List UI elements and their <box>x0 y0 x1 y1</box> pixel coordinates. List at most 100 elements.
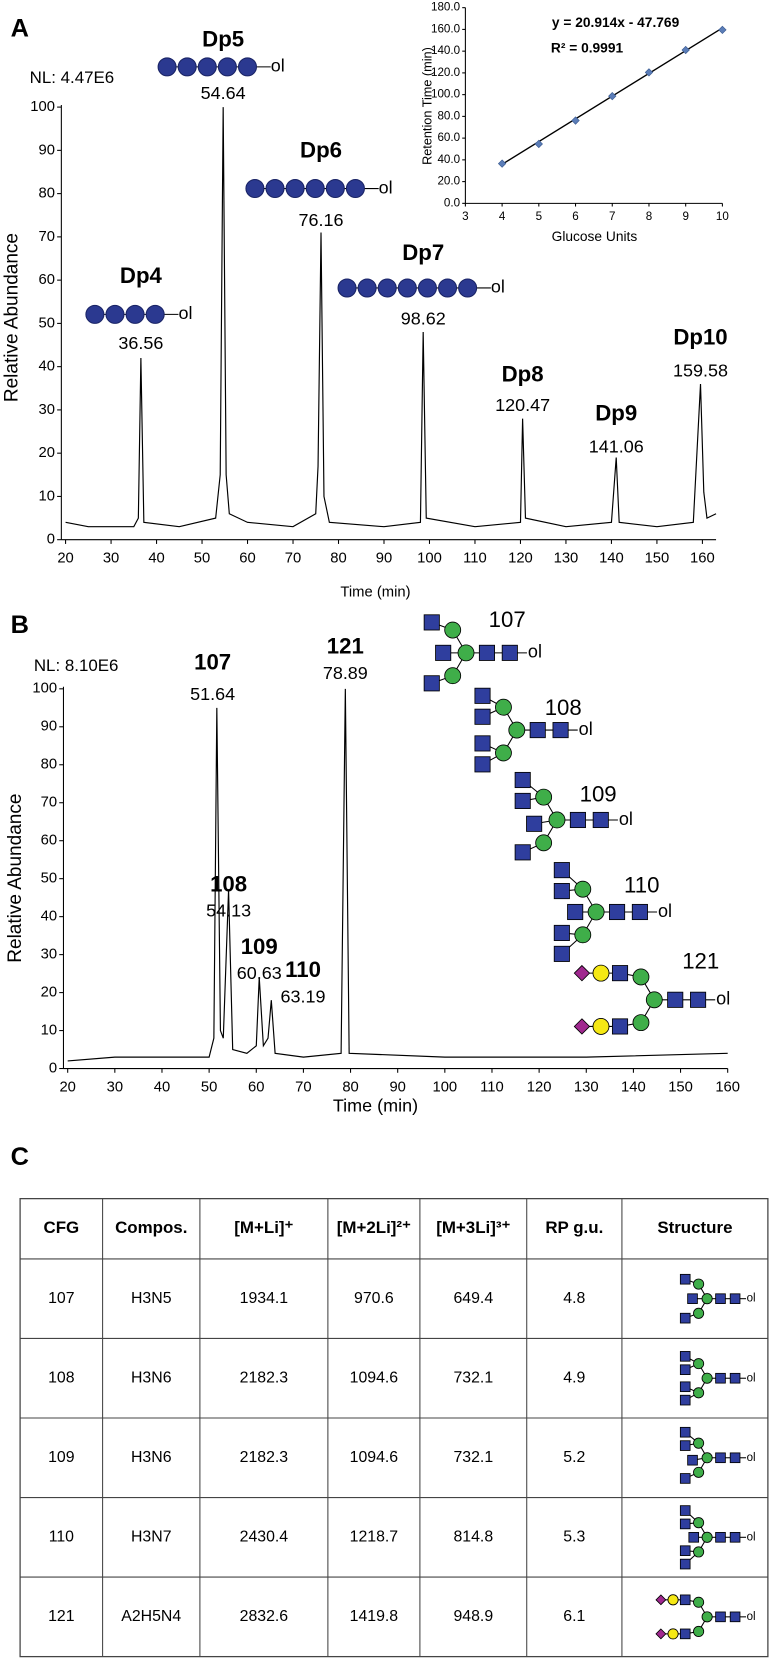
glycan-circle <box>701 1372 713 1384</box>
glycan-square <box>729 1532 741 1543</box>
glycan-square <box>423 614 440 631</box>
glucose-unit <box>345 179 365 199</box>
peak-name: Dp8 <box>502 362 544 387</box>
glycan-square <box>729 1611 741 1623</box>
glycan-square <box>729 1293 741 1304</box>
glycan-circle <box>693 1546 705 1558</box>
glycan-circle <box>592 964 610 982</box>
r-squared: R² = 0.9991 <box>551 41 624 56</box>
x-tick-label: 6 <box>572 210 578 223</box>
glycan-circle <box>592 1018 610 1035</box>
y-tick-label: 20.0 <box>437 175 460 188</box>
table-header: Structure <box>657 1218 732 1237</box>
x-tick-label: 160 <box>690 551 715 567</box>
glycan-circle <box>693 1596 705 1608</box>
glycan-square <box>679 1518 691 1530</box>
glycan-square <box>729 1452 741 1464</box>
glycan-suffix: ol <box>271 56 285 76</box>
glycan-square <box>631 903 648 921</box>
glycan-circle <box>693 1517 705 1529</box>
glycan-square <box>679 1545 691 1556</box>
structure-label: 121 <box>682 949 719 974</box>
table-header: CFG <box>44 1218 80 1237</box>
point <box>497 159 507 168</box>
glycan-square <box>679 1440 691 1451</box>
table-cell: 732.1 <box>453 1449 493 1466</box>
peak-rt: 60.63 <box>237 963 282 983</box>
glycan-square <box>553 862 570 879</box>
glycan-square <box>474 756 491 773</box>
y-axis-title: Relative Abundance <box>5 794 26 963</box>
peak-name: Dp4 <box>120 263 163 288</box>
peak-name: Dp5 <box>202 26 244 51</box>
glycan-circle <box>693 1387 705 1399</box>
glycan-circle <box>693 1625 705 1637</box>
glycan-square <box>526 815 543 832</box>
glycan-square <box>715 1611 726 1623</box>
glucose-unit <box>417 278 437 298</box>
table-cell: 814.8 <box>453 1528 493 1545</box>
panel-label: A <box>11 15 29 43</box>
glycan-circle <box>632 968 650 986</box>
glycan-suffix: ol <box>178 303 192 323</box>
glycan-square <box>474 708 491 725</box>
x-tick-label: 40 <box>154 1079 170 1095</box>
peak-name: Dp9 <box>595 401 637 426</box>
glycan-square <box>501 644 518 661</box>
nl-label: NL: 4.47E6 <box>30 68 115 87</box>
y-tick-label: 0.0 <box>444 196 461 209</box>
glycan-circle <box>457 644 475 662</box>
table-cell: 2182.3 <box>240 1449 289 1466</box>
y-tick-label: 120.0 <box>431 66 461 79</box>
table-header: RP g.u. <box>545 1218 603 1237</box>
x-tick-label: 9 <box>682 210 688 223</box>
table-cell: 2832.6 <box>240 1608 289 1625</box>
glycan-circle <box>667 1594 679 1606</box>
glycan-suffix: ol <box>747 1531 756 1543</box>
x-tick-label: 70 <box>295 1079 311 1095</box>
peak-rt: 54.64 <box>201 83 246 103</box>
glycan-circle <box>701 1452 713 1464</box>
y-tick-label: 70 <box>39 229 55 245</box>
glycan-square <box>529 722 546 739</box>
x-tick-label: 100 <box>417 551 442 567</box>
y-tick-label: 40 <box>41 909 57 925</box>
glycan-circle <box>701 1293 713 1305</box>
glycan-circle <box>701 1531 713 1543</box>
glycan-suffix: ol <box>747 1611 756 1623</box>
glucose-unit <box>177 57 197 77</box>
glycan-square <box>688 1532 700 1543</box>
glycan-square <box>552 722 569 739</box>
glycan-square <box>679 1364 691 1376</box>
glycan-square <box>514 792 531 809</box>
table-cell: H3N5 <box>131 1290 172 1307</box>
y-tick-label: 90 <box>39 142 55 158</box>
trace <box>65 107 717 528</box>
glycan-circle <box>587 903 605 921</box>
x-tick-label: 50 <box>194 551 210 567</box>
glycan-square <box>687 1454 698 1466</box>
table-cell: H3N7 <box>131 1528 172 1545</box>
x-axis-title: Glucose Units <box>552 229 638 244</box>
x-tick-label: 10 <box>716 210 729 223</box>
glycan-square <box>474 735 491 752</box>
glucose-unit <box>217 57 237 77</box>
y-tick-label: 80.0 <box>437 109 460 122</box>
glycan-diamond <box>655 1628 667 1640</box>
glycan-square <box>679 1558 691 1570</box>
panel-label: C <box>11 1143 29 1171</box>
y-tick-label: 100 <box>30 99 55 115</box>
peak-name: 110 <box>285 957 321 982</box>
x-tick-label: 4 <box>499 210 506 223</box>
point <box>718 25 727 35</box>
point <box>644 68 654 77</box>
point <box>681 45 690 55</box>
glycan-suffix: ol <box>658 901 672 921</box>
y-tick-label: 10 <box>41 1022 57 1038</box>
table-cell: 6.1 <box>563 1608 585 1625</box>
table-header: [M+2Li]²⁺ <box>337 1218 411 1237</box>
table-frame <box>19 1198 769 1658</box>
x-tick-label: 8 <box>646 210 652 223</box>
trace <box>67 688 728 1062</box>
